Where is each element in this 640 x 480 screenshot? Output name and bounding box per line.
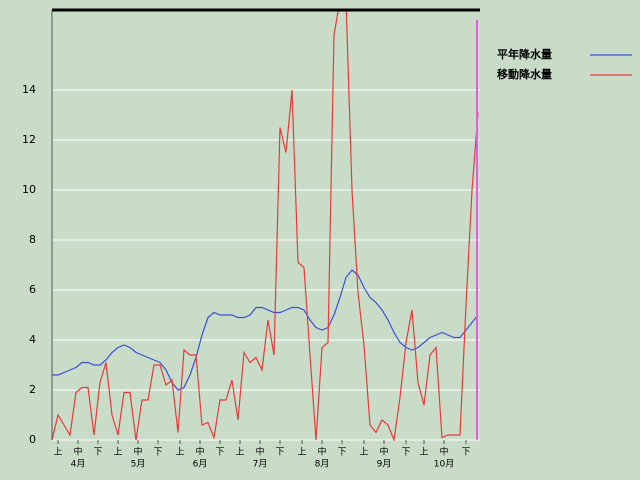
legend-label: 移動降水量	[497, 67, 552, 81]
month-label: 5月	[131, 459, 146, 470]
x-tick-label: 下	[401, 448, 410, 458]
x-tick-label: 中	[133, 446, 142, 458]
x-tick-label: 下	[275, 448, 284, 458]
x-tick-label: 上	[297, 447, 306, 458]
x-tick-label: 上	[359, 447, 368, 458]
x-tick-label: 中	[255, 446, 264, 458]
x-tick-label: 上	[175, 447, 184, 458]
x-tick-label: 中	[379, 446, 388, 458]
series-line	[52, 269, 479, 391]
y-tick-label: 8	[29, 233, 36, 246]
month-label: 8月	[315, 459, 330, 470]
x-tick-label: 下	[215, 448, 224, 458]
y-tick-label: 14	[22, 83, 36, 96]
legend-label: 平年降水量	[497, 47, 552, 61]
y-tick-label: 6	[29, 283, 36, 296]
plot-lines	[52, 10, 479, 441]
y-tick-label: 0	[29, 433, 36, 446]
x-tick-label: 上	[419, 447, 428, 458]
y-tick-label: 2	[29, 383, 36, 396]
x-tick-label: 上	[235, 447, 244, 458]
x-tick-label: 中	[439, 446, 448, 458]
month-label: 6月	[193, 459, 208, 470]
month-label: 4月	[71, 459, 86, 470]
x-tick-label: 下	[93, 448, 102, 458]
x-tick-label: 下	[153, 448, 162, 458]
x-tick-label: 上	[113, 447, 122, 458]
month-label: 7月	[253, 459, 268, 470]
series-line	[52, 10, 479, 441]
x-tick-label: 下	[337, 448, 346, 458]
y-tick-label: 10	[22, 183, 36, 196]
y-tick-label: 4	[29, 333, 36, 346]
month-label: 9月	[377, 459, 392, 470]
x-tick-label: 上	[53, 447, 62, 458]
y-tick-label: 12	[22, 133, 36, 146]
labels: 02468101214上中下上中下上中下上中下上中下上中下上中下4月 5月 6月 7月…	[22, 47, 632, 470]
x-tick-label: 下	[461, 448, 470, 458]
x-tick-label: 中	[195, 446, 204, 458]
x-tick-label: 中	[73, 446, 82, 458]
month-label: 10月	[434, 459, 454, 470]
x-tick-label: 中	[317, 446, 326, 458]
